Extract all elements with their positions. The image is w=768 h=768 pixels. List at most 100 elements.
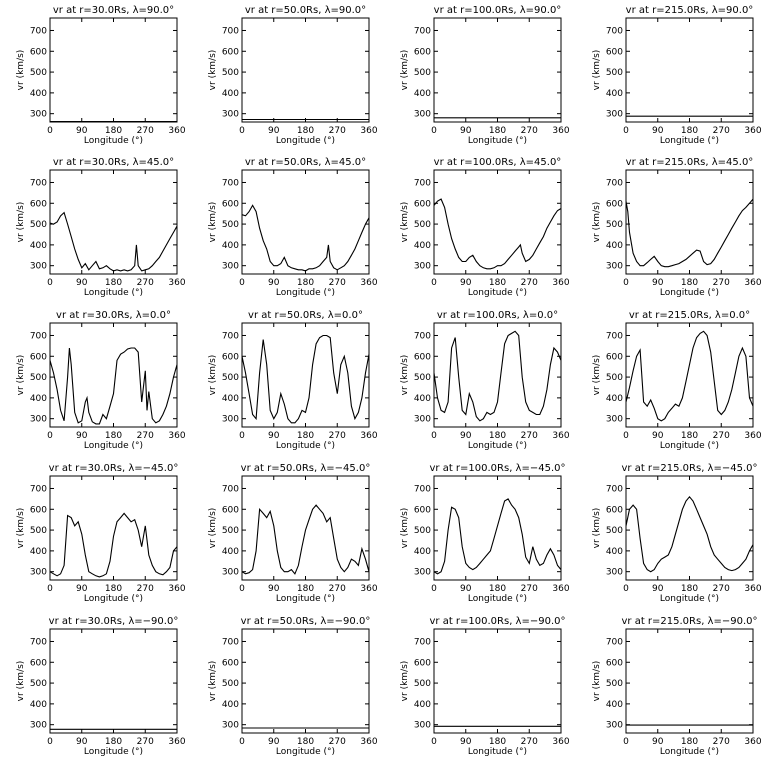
panel-title: vr at r=100.0Rs, λ=0.0° bbox=[437, 310, 558, 321]
y-tick-label: 700 bbox=[414, 331, 431, 341]
x-tick-label: 0 bbox=[239, 126, 245, 136]
x-tick-label: 180 bbox=[681, 737, 698, 747]
y-tick-label: 300 bbox=[606, 415, 623, 425]
x-axis-label: Longitude (°) bbox=[468, 288, 527, 298]
x-tick-label: 270 bbox=[137, 278, 154, 288]
y-axis-label: vr (km/s) bbox=[400, 202, 410, 243]
panel-16: vr at r=215.0Rs, λ=−45.0° 0 90 180 270 360 300… bbox=[592, 463, 762, 604]
plot-frame bbox=[49, 628, 178, 734]
panel-12: vr at r=215.0Rs, λ=0.0° 0 90 180 270 360 300 40… bbox=[592, 310, 762, 451]
x-tick-label: 90 bbox=[76, 126, 88, 136]
x-axis-label: Longitude (°) bbox=[660, 136, 719, 146]
y-tick-label: 600 bbox=[222, 47, 239, 57]
y-tick-label: 600 bbox=[30, 352, 47, 362]
y-tick-label: 300 bbox=[414, 568, 431, 578]
y-tick-label: 400 bbox=[30, 394, 47, 404]
plot-frame bbox=[433, 322, 562, 428]
y-tick-label: 700 bbox=[30, 26, 47, 36]
y-tick-label: 300 bbox=[30, 568, 47, 578]
x-tick-label: 90 bbox=[76, 431, 88, 441]
x-tick-label: 90 bbox=[460, 431, 472, 441]
x-tick-label: 180 bbox=[105, 737, 122, 747]
plot-frame bbox=[625, 322, 754, 428]
x-tick-label: 90 bbox=[652, 584, 664, 594]
y-axis-label: vr (km/s) bbox=[208, 50, 218, 91]
x-tick-label: 90 bbox=[460, 126, 472, 136]
x-tick-label: 90 bbox=[268, 431, 280, 441]
plot-frame bbox=[49, 322, 178, 428]
panel-title: vr at r=50.0Rs, λ=−90.0° bbox=[241, 616, 371, 627]
x-tick-label: 0 bbox=[623, 126, 629, 136]
series-line bbox=[49, 347, 178, 425]
x-tick-label: 360 bbox=[744, 431, 761, 441]
x-tick-label: 270 bbox=[329, 431, 346, 441]
plot-frame bbox=[49, 475, 178, 581]
x-tick-label: 180 bbox=[681, 431, 698, 441]
x-tick-label: 360 bbox=[360, 431, 377, 441]
panel-title: vr at r=50.0Rs, λ=45.0° bbox=[245, 157, 366, 168]
y-tick-label: 700 bbox=[222, 637, 239, 647]
y-tick-label: 500 bbox=[30, 679, 47, 689]
y-tick-label: 300 bbox=[222, 110, 239, 120]
y-tick-label: 500 bbox=[414, 220, 431, 230]
y-tick-label: 600 bbox=[30, 658, 47, 668]
y-tick-label: 600 bbox=[606, 47, 623, 57]
x-tick-label: 360 bbox=[744, 126, 761, 136]
y-tick-label: 500 bbox=[222, 220, 239, 230]
y-tick-label: 600 bbox=[606, 199, 623, 209]
x-tick-label: 270 bbox=[329, 126, 346, 136]
x-axis-label: Longitude (°) bbox=[84, 594, 143, 604]
panel-14: vr at r=50.0Rs, λ=−45.0° 0 90 180 270 360 300 4… bbox=[208, 463, 378, 604]
panel-title: vr at r=100.0Rs, λ=−45.0° bbox=[429, 463, 565, 474]
x-tick-label: 180 bbox=[105, 431, 122, 441]
panel-title: vr at r=215.0Rs, λ=45.0° bbox=[626, 157, 754, 168]
plot-frame bbox=[241, 475, 370, 581]
y-tick-label: 400 bbox=[606, 700, 623, 710]
x-tick-label: 90 bbox=[268, 584, 280, 594]
x-tick-label: 90 bbox=[460, 737, 472, 747]
x-axis-label: Longitude (°) bbox=[276, 747, 335, 757]
y-axis-label: vr (km/s) bbox=[592, 202, 602, 243]
x-tick-label: 0 bbox=[623, 737, 629, 747]
panel-17: vr at r=30.0Rs, λ=−90.0° 0 90 180 270 360 300 4… bbox=[16, 616, 186, 757]
y-axis-label: vr (km/s) bbox=[592, 508, 602, 549]
y-axis-label: vr (km/s) bbox=[16, 202, 26, 243]
y-axis-label: vr (km/s) bbox=[16, 661, 26, 702]
y-tick-label: 300 bbox=[30, 110, 47, 120]
y-tick-label: 700 bbox=[606, 178, 623, 188]
series-line bbox=[433, 498, 562, 575]
x-axis-label: Longitude (°) bbox=[84, 441, 143, 451]
x-tick-label: 360 bbox=[360, 737, 377, 747]
x-axis-label: Longitude (°) bbox=[276, 288, 335, 298]
y-axis-label: vr (km/s) bbox=[592, 661, 602, 702]
y-tick-label: 700 bbox=[606, 637, 623, 647]
y-axis-label: vr (km/s) bbox=[400, 661, 410, 702]
y-tick-label: 700 bbox=[606, 484, 623, 494]
x-tick-label: 270 bbox=[329, 278, 346, 288]
y-tick-label: 600 bbox=[222, 199, 239, 209]
y-tick-label: 500 bbox=[606, 68, 623, 78]
plot-frame bbox=[625, 628, 754, 734]
y-tick-label: 300 bbox=[222, 721, 239, 731]
y-tick-label: 700 bbox=[606, 331, 623, 341]
x-tick-label: 180 bbox=[297, 431, 314, 441]
x-tick-label: 0 bbox=[431, 126, 437, 136]
plot-frame bbox=[625, 475, 754, 581]
panel-2: vr at r=50.0Rs, λ=90.0° 0 90 180 270 360 300 40… bbox=[208, 5, 378, 146]
series-line bbox=[49, 211, 178, 272]
x-tick-label: 360 bbox=[552, 584, 569, 594]
panel-11: vr at r=100.0Rs, λ=0.0° 0 90 180 270 360 300 40… bbox=[400, 310, 570, 451]
y-tick-label: 700 bbox=[414, 484, 431, 494]
x-tick-label: 0 bbox=[431, 584, 437, 594]
x-tick-label: 360 bbox=[168, 126, 185, 136]
x-tick-label: 0 bbox=[47, 431, 53, 441]
x-tick-label: 360 bbox=[360, 126, 377, 136]
y-tick-label: 400 bbox=[222, 394, 239, 404]
x-tick-label: 270 bbox=[137, 431, 154, 441]
y-tick-label: 700 bbox=[414, 26, 431, 36]
plot-frame bbox=[241, 17, 370, 123]
y-tick-label: 500 bbox=[414, 373, 431, 383]
x-tick-label: 270 bbox=[137, 737, 154, 747]
x-tick-label: 0 bbox=[47, 737, 53, 747]
